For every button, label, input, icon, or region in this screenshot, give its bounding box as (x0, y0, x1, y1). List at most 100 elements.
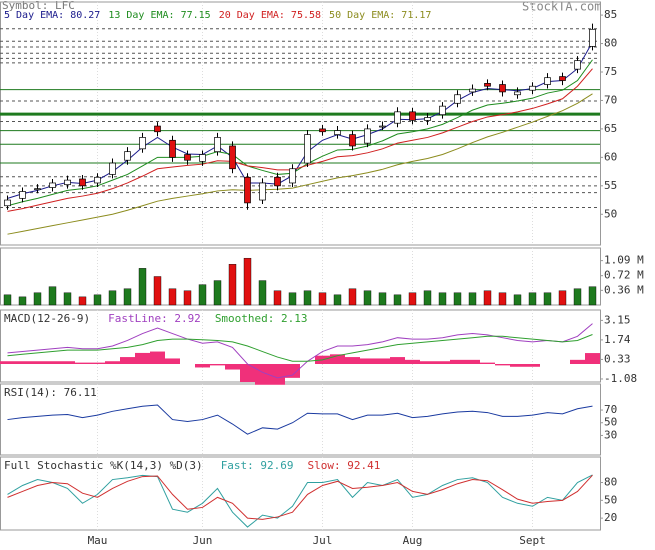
panel-frame (0, 383, 601, 456)
y-tick-label: 75 (604, 65, 617, 78)
volume-bar (453, 292, 462, 306)
histogram-bar (420, 361, 435, 364)
volume-bar (318, 292, 327, 306)
y-tick-label: 80 (604, 476, 617, 489)
candle-body (259, 182, 266, 201)
y-tick-label: 0.72 M (604, 269, 644, 282)
x-tick-label: Mau (88, 534, 108, 546)
candle-body (4, 199, 11, 207)
y-tick-label: 70 (604, 93, 617, 106)
volume-bar (513, 294, 522, 306)
histogram-bar (0, 361, 15, 364)
candle-body (19, 191, 26, 199)
candle-body (124, 151, 131, 161)
histogram-bar (330, 354, 345, 364)
candle-body (544, 77, 551, 85)
histogram-bar (450, 359, 465, 364)
histogram-bar (345, 357, 360, 364)
volume-bar (183, 290, 192, 306)
y-tick-label: 1.09 M (604, 254, 644, 267)
legend-entry: Slow: 92.41 (308, 459, 381, 472)
histogram-bar (375, 358, 390, 364)
histogram-bar (105, 361, 120, 364)
legend-entry: Fast: 92.69 (221, 459, 294, 472)
y-tick-label: 60 (604, 150, 617, 163)
volume-bar (378, 292, 387, 306)
volume-bar (168, 288, 177, 306)
x-tick-label: Aug (403, 534, 423, 546)
histogram-bar (225, 364, 240, 370)
y-tick-label: 30 (604, 428, 617, 441)
candle-body (379, 125, 386, 128)
line-series (7, 93, 593, 235)
histogram-bar (30, 361, 45, 364)
histogram-bar (285, 364, 300, 378)
candle-body (559, 76, 566, 81)
candle-body (469, 88, 476, 93)
panel-title: MACD(12-26-9) (4, 312, 90, 325)
candle-body (274, 176, 281, 187)
y-tick-label: 50 (604, 493, 617, 506)
volume-bar (123, 288, 132, 306)
panel-title: RSI(14): 76.11 (4, 386, 97, 399)
candle-body (109, 162, 116, 175)
volume-bar (588, 286, 597, 306)
volume-bar (228, 264, 237, 306)
volume-bar (288, 292, 297, 306)
histogram-bar (435, 361, 450, 364)
volume-bar (468, 292, 477, 306)
y-tick-label: 3.15 (604, 313, 631, 326)
legend-entry: Smoothed: 2.13 (215, 312, 308, 325)
volume-bar (273, 290, 282, 306)
line-series (7, 41, 593, 199)
histogram-bar (255, 364, 270, 385)
y-tick-label: 65 (604, 122, 617, 135)
candle-body (484, 83, 491, 87)
volume-bar (198, 284, 207, 306)
candle-body (334, 130, 341, 135)
y-tick-label: 80 (604, 37, 617, 50)
y-tick-label: 70 (604, 403, 617, 416)
candle-body (229, 145, 236, 170)
candle-body (169, 139, 176, 158)
candle-body (424, 117, 431, 121)
candle-body (319, 128, 326, 133)
volume-bar (93, 294, 102, 306)
volume-bar (138, 268, 147, 306)
y-tick-label: 20 (604, 511, 617, 524)
line-series (7, 474, 593, 528)
histogram-bar (360, 358, 375, 364)
histogram-bar (240, 364, 255, 382)
y-tick-label: 50 (604, 416, 617, 429)
volume-bar (483, 290, 492, 306)
volume-bar (78, 296, 87, 306)
y-tick-label: -1.08 (604, 372, 637, 385)
y-tick-label: 0.36 M (604, 283, 644, 296)
x-tick-label: Sept (519, 534, 546, 546)
histogram-bar (480, 362, 495, 364)
candle-body (49, 182, 56, 188)
candle-body (64, 179, 71, 186)
volume-bar (243, 257, 252, 306)
candle-body (139, 137, 146, 150)
legend-entry: 20 Day EMA: 75.58 (219, 10, 321, 21)
line-series (7, 474, 593, 520)
candle-body (214, 137, 221, 153)
panel-frame (0, 247, 601, 306)
volume-bar (528, 292, 537, 306)
volume-bar (18, 296, 27, 306)
candle-body (199, 154, 206, 162)
legend-entry: 5 Day EMA: 80.27 (4, 10, 100, 21)
volume-bar (438, 292, 447, 306)
histogram-bar (510, 364, 525, 367)
histogram-bar (195, 364, 210, 368)
histogram-bar (405, 359, 420, 364)
volume-bar (213, 280, 222, 306)
candle-body (289, 168, 296, 184)
volume-bar (108, 290, 117, 306)
panel-frame (0, 456, 601, 531)
volume-bar (48, 286, 57, 306)
line-series (7, 404, 593, 435)
histogram-bar (585, 353, 600, 364)
histogram-bar (165, 358, 180, 364)
